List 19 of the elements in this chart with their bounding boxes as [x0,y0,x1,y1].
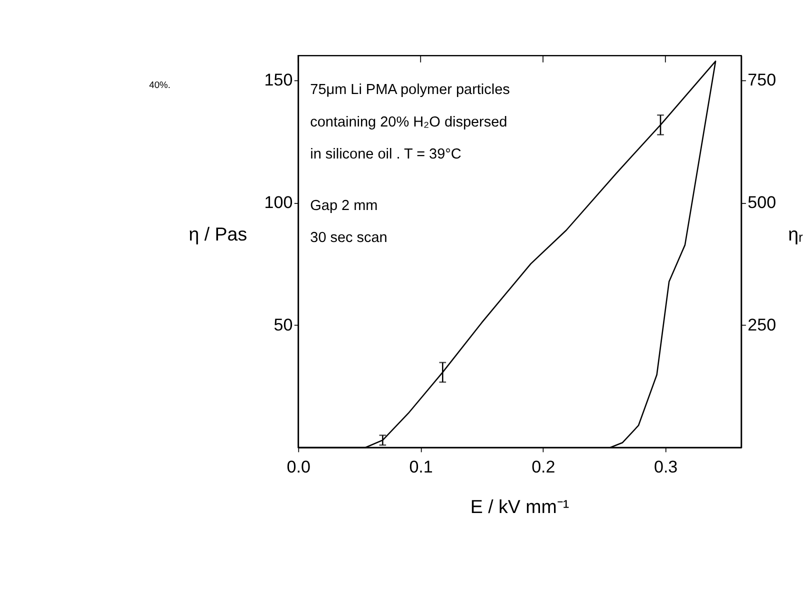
y2-axis-title: ηᵣ [788,223,804,244]
y-tick-label: 150 [264,70,293,90]
annotation: 75μm Li PMA polymer particles [310,82,510,98]
annotation: containing 20% H₂O dispersed [310,114,508,130]
y-axis-title: η / Pas [188,223,248,244]
y-tick-label: 100 [264,193,293,212]
annotation: 30 sec scan [310,230,388,246]
annotation: Gap 2 mm [310,198,378,214]
x-tick-label: 0.1 [409,458,433,477]
y2-tick-label: 250 [748,316,776,335]
x-tick-label: 0.2 [532,458,556,477]
y-tick-label: 50 [274,316,293,335]
x-tick-label: 0.0 [286,458,310,477]
y2-tick-label: 750 [748,70,776,90]
x-axis-title: E / kV mm⁻¹ [470,496,570,518]
annotation: in silicone oil . T = 39°C [310,146,462,163]
x-tick-label: 0.3 [654,458,678,477]
y2-tick-label: 500 [748,193,776,212]
text: 40%. [149,80,170,90]
